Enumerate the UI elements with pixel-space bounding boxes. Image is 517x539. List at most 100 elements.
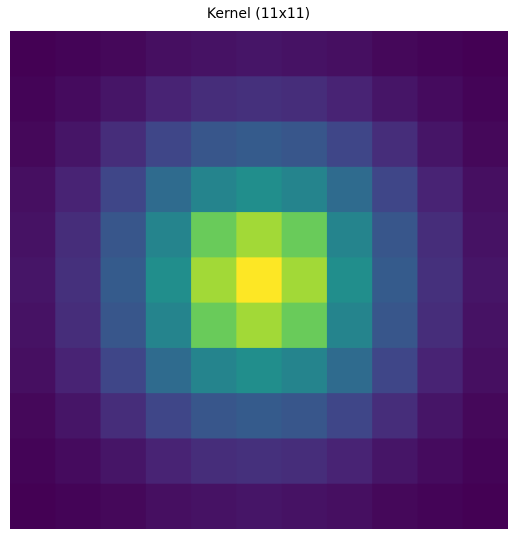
heatmap-cell xyxy=(10,302,56,349)
heatmap-cell xyxy=(100,76,147,123)
heatmap-cell xyxy=(281,302,328,349)
heatmap-cell xyxy=(10,257,56,304)
heatmap-cell xyxy=(417,393,464,439)
heatmap-cell xyxy=(55,347,102,394)
heatmap-cell xyxy=(145,257,192,304)
heatmap-cell xyxy=(100,212,147,258)
heatmap-cell xyxy=(372,121,418,168)
heatmap-cell xyxy=(191,31,237,77)
heatmap-cell xyxy=(55,121,102,168)
heatmap-cell xyxy=(10,483,56,529)
heatmap-cell xyxy=(417,76,464,123)
heatmap-cell xyxy=(326,166,373,213)
heatmap-cell xyxy=(191,121,237,168)
heatmap-cell xyxy=(417,438,464,485)
heatmap-cell xyxy=(100,483,147,529)
heatmap-cell xyxy=(100,438,147,485)
heatmap-cell xyxy=(55,483,102,529)
heatmap-cell xyxy=(236,483,283,529)
heatmap-cell xyxy=(281,483,328,529)
heatmap-cell xyxy=(145,438,192,485)
heatmap-cell xyxy=(100,31,147,77)
heatmap-cell xyxy=(236,31,283,77)
heatmap-cell xyxy=(10,121,56,168)
heatmap-cell xyxy=(10,438,56,485)
heatmap-cell xyxy=(191,438,237,485)
heatmap-cell xyxy=(191,76,237,123)
heatmap-cell xyxy=(326,393,373,439)
heatmap-cell xyxy=(10,166,56,213)
heatmap-cell xyxy=(10,393,56,439)
heatmap-cell xyxy=(372,212,418,258)
heatmap-cell xyxy=(326,483,373,529)
heatmap-cell xyxy=(281,166,328,213)
heatmap-cell xyxy=(417,302,464,349)
heatmap-cell xyxy=(281,31,328,77)
heatmap-cell xyxy=(145,31,192,77)
heatmap-cell xyxy=(55,302,102,349)
heatmap-cell xyxy=(326,302,373,349)
heatmap-cell xyxy=(145,347,192,394)
heatmap-cell xyxy=(417,257,464,304)
heatmap-cell xyxy=(191,166,237,213)
heatmap-cell xyxy=(55,76,102,123)
heatmap-cell xyxy=(236,121,283,168)
heatmap-cell xyxy=(462,347,508,394)
heatmap-cell xyxy=(462,121,508,168)
heatmap-cell xyxy=(326,76,373,123)
heatmap-cell xyxy=(55,257,102,304)
heatmap-cell xyxy=(100,166,147,213)
heatmap-cell xyxy=(372,166,418,213)
heatmap-cell xyxy=(417,347,464,394)
heatmap-cell xyxy=(100,393,147,439)
heatmap-cell xyxy=(236,302,283,349)
heatmap-cell xyxy=(191,257,237,304)
heatmap-cell xyxy=(462,76,508,123)
heatmap-cell xyxy=(55,31,102,77)
heatmap-cell xyxy=(417,212,464,258)
heatmap-cell xyxy=(100,347,147,394)
heatmap-cell xyxy=(326,438,373,485)
heatmap-cell xyxy=(145,393,192,439)
heatmap-cell xyxy=(191,347,237,394)
heatmap-cell xyxy=(145,121,192,168)
heatmap-cell xyxy=(55,212,102,258)
heatmap-cell xyxy=(281,76,328,123)
heatmap-cell xyxy=(372,302,418,349)
heatmap-cell xyxy=(372,347,418,394)
heatmap-cell xyxy=(326,31,373,77)
heatmap-cell xyxy=(281,393,328,439)
kernel-heatmap xyxy=(10,31,508,529)
heatmap-cell xyxy=(326,121,373,168)
heatmap-cell xyxy=(326,257,373,304)
heatmap-cell xyxy=(462,166,508,213)
heatmap-cell xyxy=(55,393,102,439)
heatmap-cell xyxy=(372,438,418,485)
heatmap-cell xyxy=(100,121,147,168)
heatmap-cell xyxy=(10,31,56,77)
heatmap-cell xyxy=(462,393,508,439)
heatmap-cell xyxy=(236,393,283,439)
heatmap-cell xyxy=(281,212,328,258)
heatmap-cell xyxy=(281,438,328,485)
heatmap-cell xyxy=(372,257,418,304)
chart-title: Kernel (11x11) xyxy=(206,6,311,22)
heatmap-cell xyxy=(191,212,237,258)
heatmap-cell xyxy=(10,347,56,394)
heatmap-cell xyxy=(326,212,373,258)
heatmap-cell xyxy=(462,483,508,529)
heatmap-cell xyxy=(100,257,147,304)
heatmap-cell xyxy=(100,302,147,349)
heatmap-cell xyxy=(191,393,237,439)
heatmap-cell xyxy=(236,166,283,213)
heatmap-cell xyxy=(372,31,418,77)
heatmap-cell xyxy=(145,483,192,529)
heatmap-cell xyxy=(10,212,56,258)
heatmap-cell xyxy=(55,438,102,485)
heatmap-cell xyxy=(372,76,418,123)
heatmap-cell xyxy=(10,76,56,123)
heatmap-cell xyxy=(145,302,192,349)
heatmap-cell xyxy=(236,347,283,394)
heatmap-cell xyxy=(281,347,328,394)
heatmap-cell xyxy=(145,76,192,123)
